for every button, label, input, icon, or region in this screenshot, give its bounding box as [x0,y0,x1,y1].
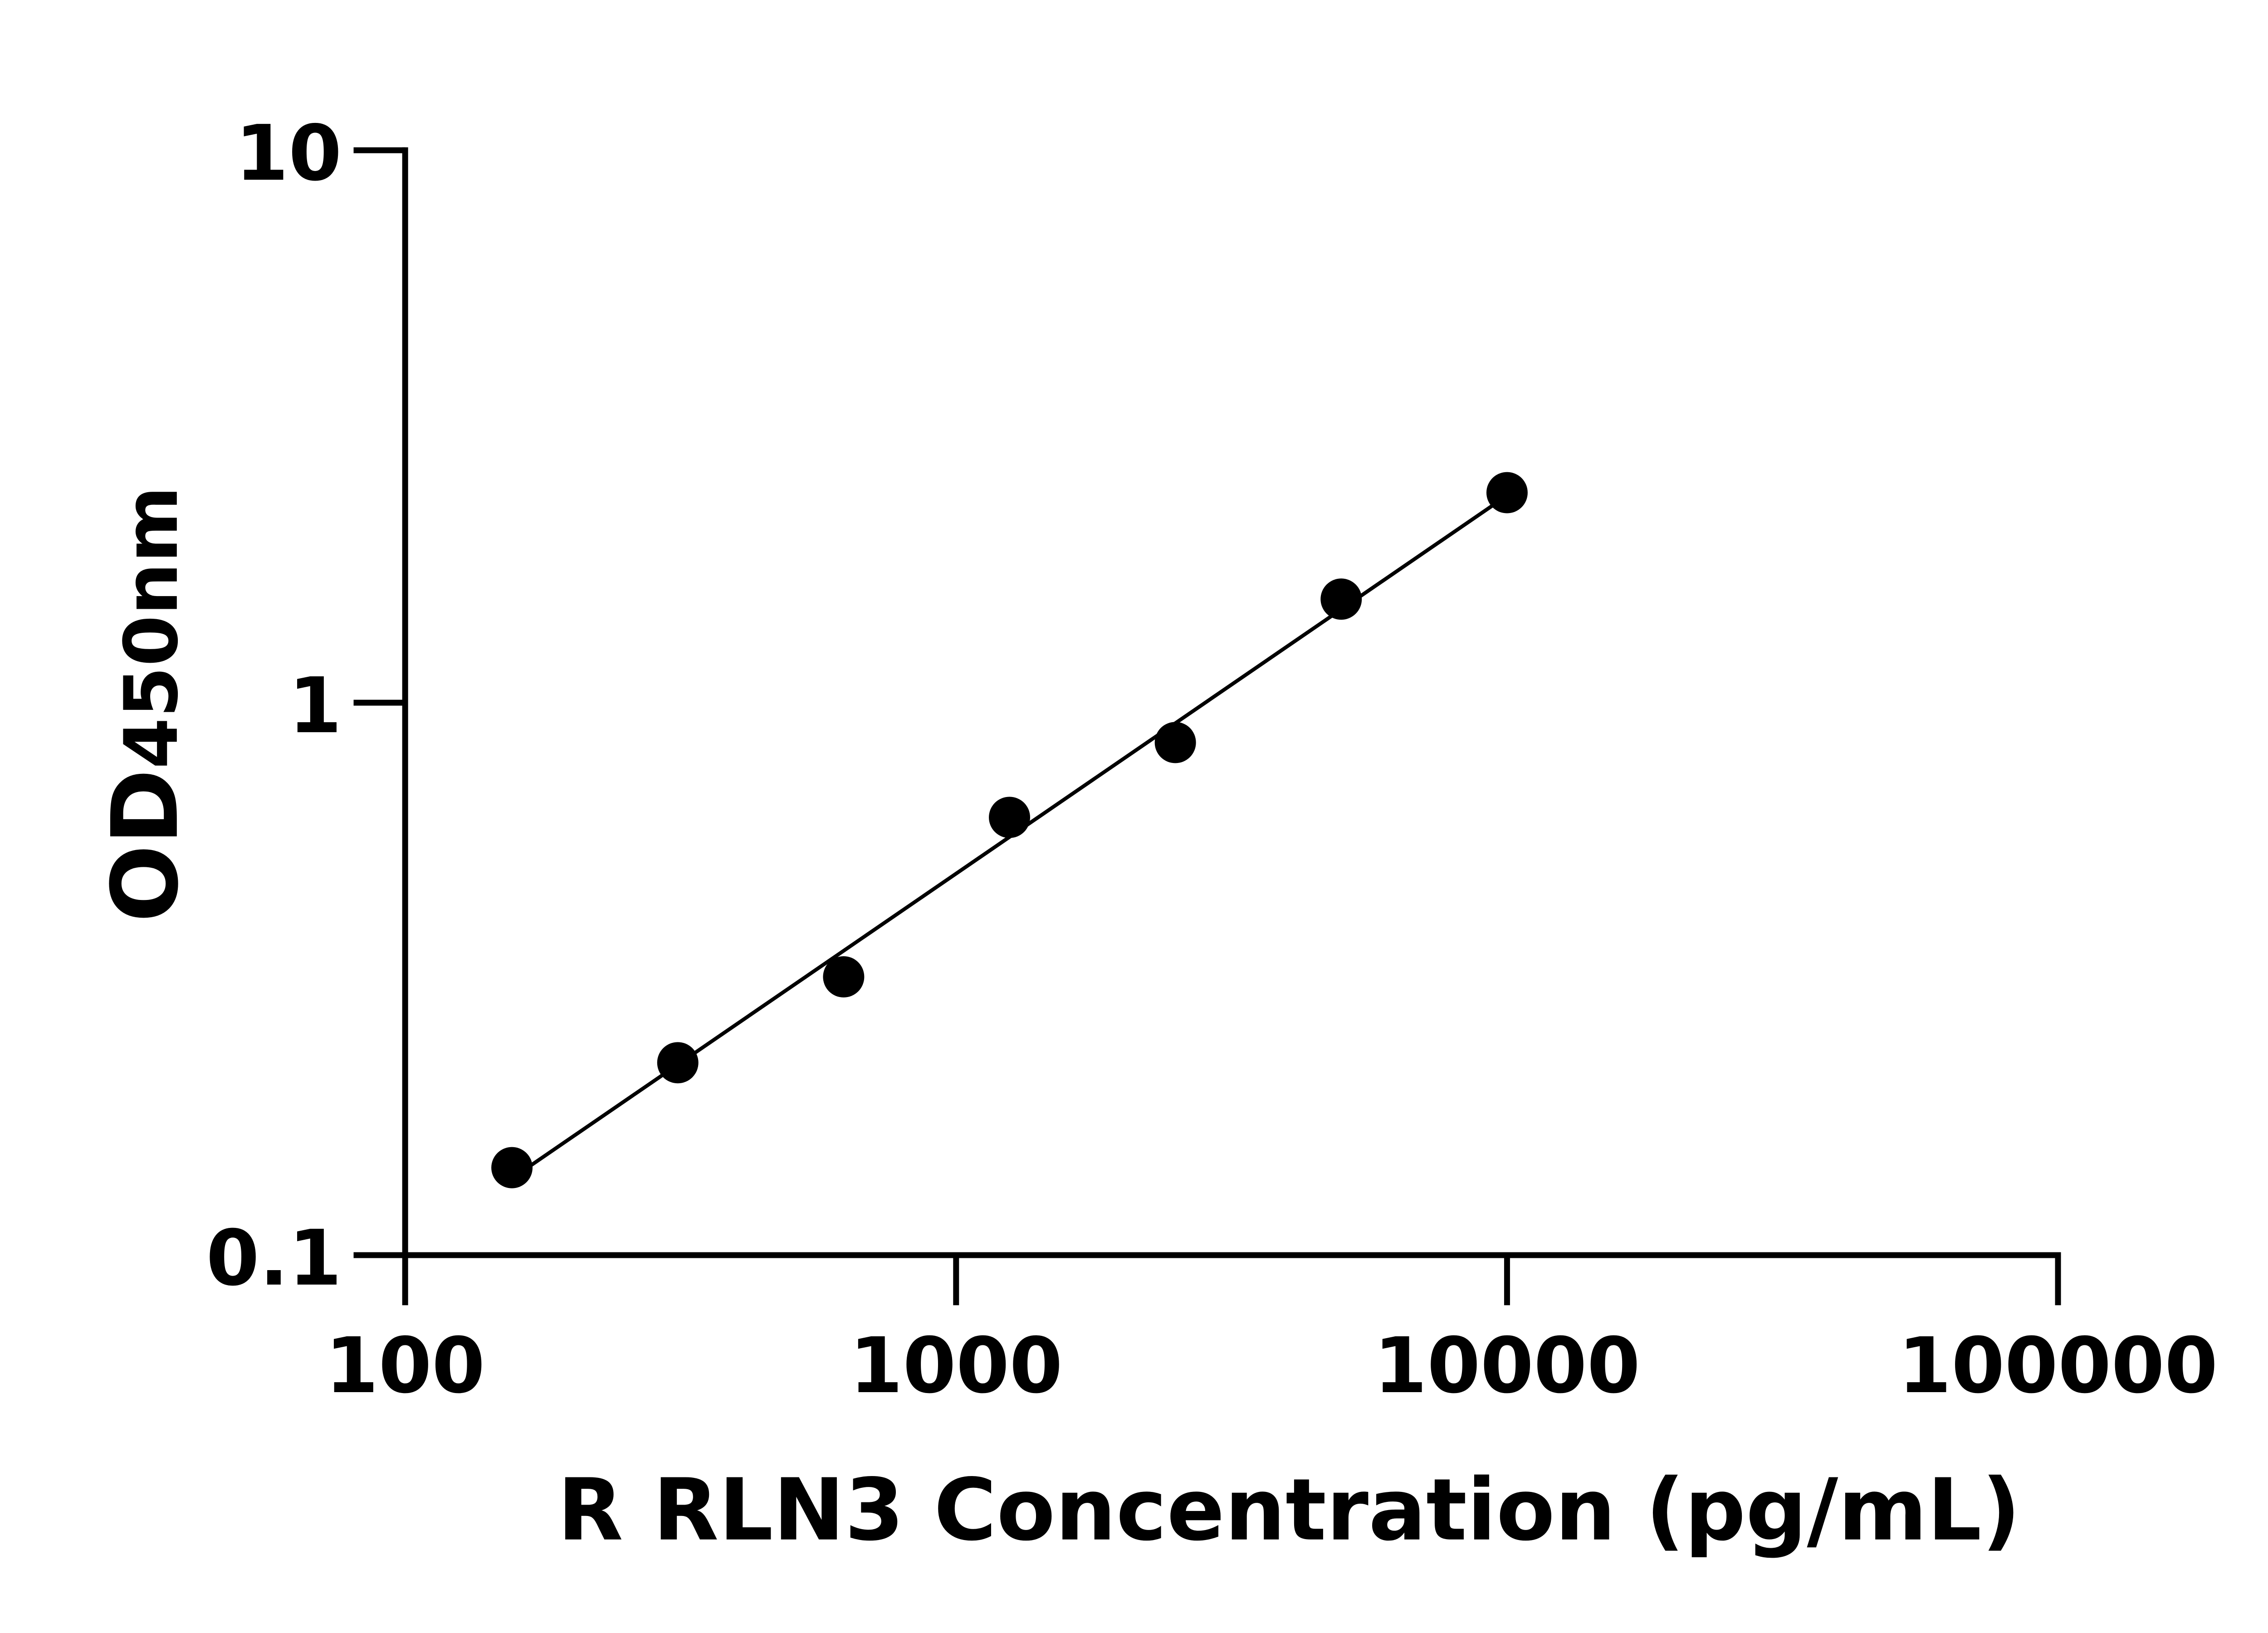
data-point [1154,722,1196,763]
x-tick-label: 10000 [1374,1321,1640,1410]
data-point [989,797,1030,838]
y-axis-title-main: OD [93,769,199,922]
data-point [657,1042,699,1084]
x-tick-label: 100000 [1898,1321,2218,1410]
x-axis-title: R RLN3 Concentration (pg/mL) [557,1461,2021,1560]
data-point [1486,472,1528,513]
x-tick-label: 1000 [850,1321,1063,1410]
data-points [491,472,1528,1188]
y-axis-title-sub: 450nm [109,486,195,769]
y-tick-label: 10 [235,108,342,198]
axes [402,147,2061,1258]
data-point [823,956,865,997]
y-tick-label: 0.1 [206,1213,342,1303]
y-axis-title: OD450nm [93,486,199,922]
x-ticks: 100 1000 10000 100000 [325,1255,2218,1410]
data-point [1320,578,1362,620]
x-tick-label: 100 [325,1321,485,1410]
y-tick-label: 1 [288,661,342,750]
data-point [491,1147,533,1188]
y-ticks: 10 1 0.1 [206,108,406,1303]
